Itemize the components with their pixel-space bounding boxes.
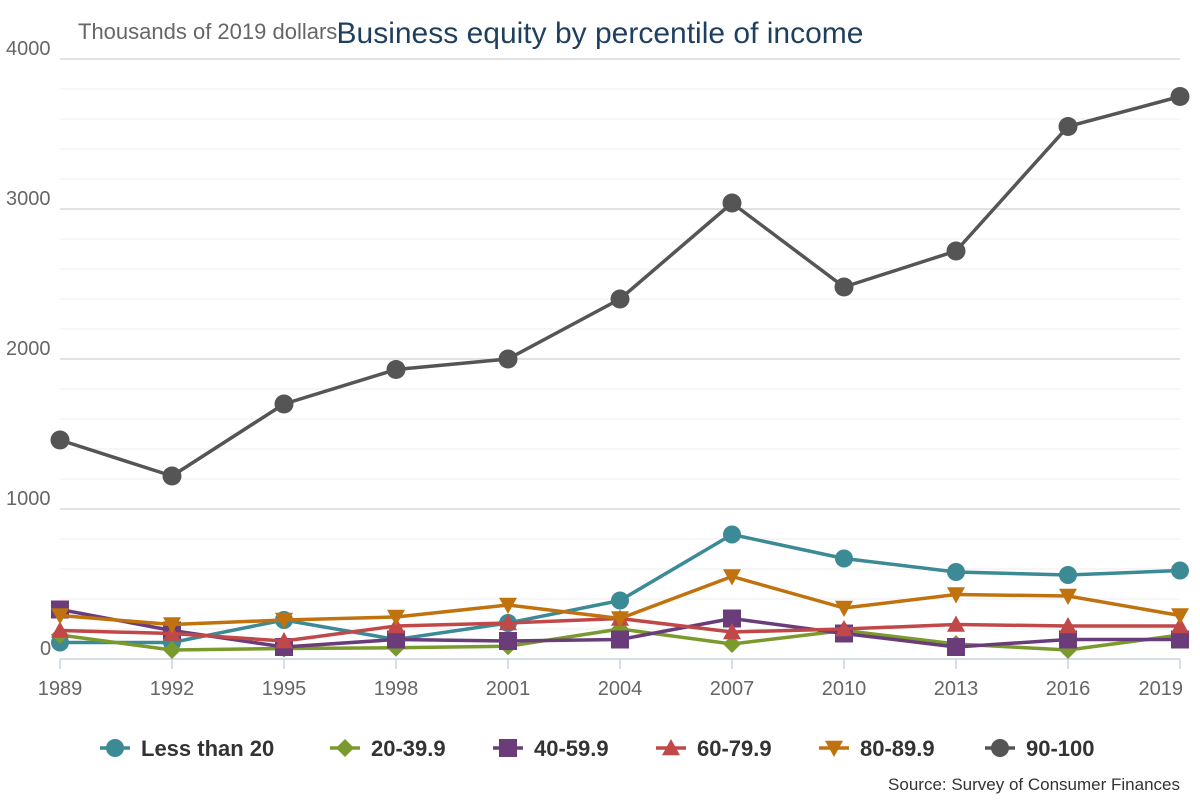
data-point-diamond	[336, 739, 354, 757]
legend-label: 20-39.9	[371, 736, 446, 761]
x-tick-label: 2010	[822, 678, 867, 700]
x-tick-label: 1989	[38, 678, 83, 700]
y-tick-label: 1000	[6, 488, 51, 510]
series-layer	[50, 87, 1190, 659]
data-point-triangle-down	[163, 617, 181, 634]
x-tick-label: 2007	[710, 678, 755, 700]
data-point-circle	[834, 277, 854, 297]
data-point-circle	[1170, 87, 1190, 106]
legend-item: 80-89.9	[819, 736, 935, 761]
x-tick-label: 2013	[934, 678, 979, 700]
data-point-triangle-up	[662, 739, 680, 756]
legend-item: 20-39.9	[330, 736, 446, 761]
data-point-square	[1171, 630, 1189, 649]
data-point-square	[1059, 630, 1077, 649]
x-tick-label: 2001	[486, 678, 531, 700]
data-point-triangle-down	[723, 569, 741, 586]
x-tick-label: 1995	[262, 678, 307, 700]
data-point-triangle-up	[499, 614, 517, 631]
legend: Less than 20 20-39.9 40-59.9 60-79.9 80-89.9…	[100, 736, 1095, 761]
data-point-circle	[610, 289, 630, 309]
data-point-circle	[835, 549, 853, 568]
data-point-triangle-down	[51, 608, 69, 625]
legend-label: 40-59.9	[534, 736, 609, 761]
data-point-triangle-up	[1059, 617, 1077, 634]
data-point-circle	[274, 394, 294, 414]
data-point-square	[947, 638, 965, 656]
data-point-diamond	[723, 635, 741, 653]
x-tick-label: 1992	[150, 678, 195, 700]
data-point-circle	[162, 466, 182, 486]
data-point-triangle-down	[1059, 588, 1077, 605]
data-point-triangle-up	[275, 632, 293, 649]
x-tick-label: 1998	[374, 678, 419, 700]
legend-label: 90-100	[1026, 736, 1095, 761]
data-point-circle	[947, 563, 965, 581]
data-point-square	[723, 609, 741, 628]
data-point-triangle-down	[835, 600, 853, 617]
data-point-circle	[498, 349, 518, 369]
data-point-square	[499, 632, 517, 650]
series-90-100	[50, 87, 1190, 486]
data-point-circle	[1058, 117, 1078, 136]
legend-label: 80-89.9	[860, 736, 935, 761]
data-point-triangle-up	[51, 621, 69, 638]
data-point-circle	[722, 193, 742, 213]
data-point-circle	[50, 430, 70, 450]
data-point-square	[611, 630, 629, 649]
legend-item: 40-59.9	[493, 736, 609, 761]
series-80-89-9	[51, 569, 1189, 634]
data-point-circle	[991, 739, 1009, 757]
legend-label: Less than 20	[141, 736, 274, 761]
x-tick-label: 2004	[598, 678, 643, 700]
legend-label: 60-79.9	[697, 736, 772, 761]
y-tick-label: 4000	[6, 38, 51, 60]
data-point-triangle-down	[611, 611, 629, 628]
grid	[60, 58, 1180, 630]
data-point-circle	[946, 241, 966, 261]
y-tick-label: 2000	[6, 338, 51, 360]
source-note: Source: Survey of Consumer Finances	[888, 775, 1180, 794]
data-point-circle	[106, 739, 124, 757]
legend-item: Less than 20	[100, 736, 274, 761]
data-point-triangle-up	[835, 620, 853, 637]
data-point-triangle-down	[825, 740, 843, 757]
data-point-diamond	[163, 641, 181, 659]
data-point-circle	[723, 525, 741, 544]
data-point-square	[387, 630, 405, 649]
data-point-square	[499, 739, 517, 757]
y-tick-label: 3000	[6, 188, 51, 210]
data-point-triangle-down	[499, 597, 517, 614]
y-tick-label: 0	[40, 638, 51, 660]
data-point-triangle-down	[947, 587, 965, 604]
data-point-circle	[611, 591, 629, 610]
legend-item: 60-79.9	[656, 736, 772, 761]
axes: 1989 1992 1995 1998 2001 2004 2007 2010 2013 2016…	[6, 38, 1183, 700]
data-point-triangle-up	[1171, 617, 1189, 634]
data-point-triangle-down	[387, 609, 405, 626]
data-point-triangle-up	[723, 623, 741, 640]
data-point-circle	[1059, 566, 1077, 584]
data-point-triangle-down	[1171, 608, 1189, 625]
x-tick-label: 2016	[1046, 678, 1091, 700]
y-axis-unit-label: Thousands of 2019 dollars	[78, 19, 337, 44]
data-point-triangle-down	[275, 612, 293, 629]
chart-title: Business equity by percentile of income	[337, 17, 864, 50]
data-point-triangle-up	[947, 615, 965, 632]
x-tick-label: 2019	[1139, 678, 1184, 700]
data-point-circle	[386, 360, 406, 379]
data-point-circle	[1171, 561, 1189, 580]
legend-item: 90-100	[985, 736, 1095, 761]
